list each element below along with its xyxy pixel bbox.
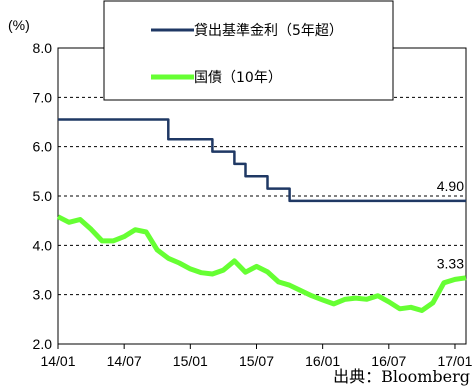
y-axis-label: (%) bbox=[8, 17, 30, 33]
y-axis-ticks: 2.0 3.0 4.0 5.0 6.0 7.0 8.0 bbox=[33, 40, 53, 352]
y-tick-label: 8.0 bbox=[33, 40, 53, 56]
x-tick-label: 14/07 bbox=[107, 353, 142, 369]
source-note: 出典：Bloomberg bbox=[333, 367, 470, 386]
x-axis-ticks: 14/01 14/07 15/01 15/07 16/01 16/07 17/01 bbox=[40, 344, 473, 369]
y-tick-label: 3.0 bbox=[33, 287, 53, 303]
y-tick-label: 4.0 bbox=[33, 237, 53, 253]
series-bond-yield-line bbox=[56, 214, 467, 313]
x-tick-label: 16/07 bbox=[371, 353, 406, 369]
x-tick-label: 15/01 bbox=[173, 353, 208, 369]
series-lines bbox=[56, 118, 467, 313]
legend: 貸出基準金利（5年超） 国債（10年） bbox=[103, 0, 394, 101]
x-tick-label: 14/01 bbox=[40, 353, 75, 369]
x-tick-label: 16/01 bbox=[305, 353, 340, 369]
y-tick-label: 2.0 bbox=[33, 336, 53, 352]
data-labels: 4.90 3.33 bbox=[437, 178, 464, 271]
grid-lines bbox=[58, 96, 466, 296]
legend-box bbox=[103, 0, 394, 101]
y-tick-label: 6.0 bbox=[33, 139, 53, 155]
legend-label-bond-yield: 国債（10年） bbox=[194, 70, 282, 86]
x-tick-label: 17/01 bbox=[437, 353, 472, 369]
legend-label-lending-rate: 貸出基準金利（5年超） bbox=[194, 22, 343, 39]
y-tick-label: 5.0 bbox=[33, 188, 53, 204]
end-label-lending-rate: 4.90 bbox=[437, 178, 464, 194]
series-lending-rate-line bbox=[58, 118, 466, 203]
y-tick-label: 7.0 bbox=[33, 89, 53, 105]
end-label-bond-yield: 3.33 bbox=[437, 255, 464, 271]
x-tick-label: 15/07 bbox=[239, 353, 274, 369]
